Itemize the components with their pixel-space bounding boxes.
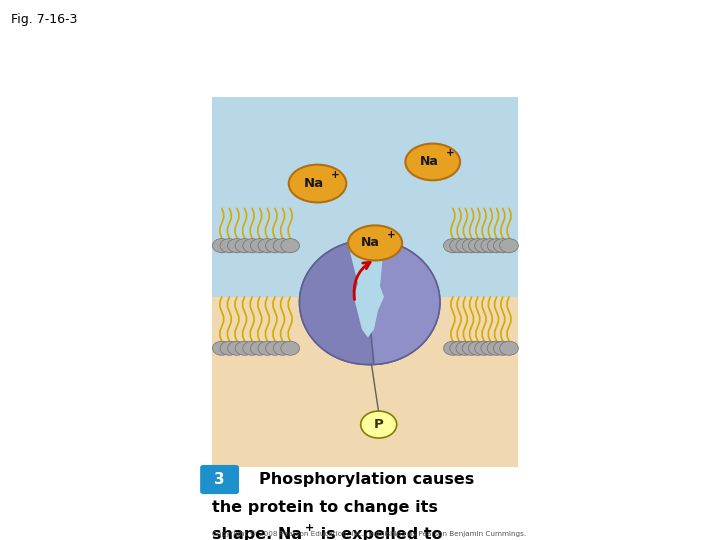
Text: P: P [374,418,384,431]
Circle shape [258,239,276,253]
Circle shape [212,239,231,253]
Text: Fig. 7-16-3: Fig. 7-16-3 [11,14,77,26]
Circle shape [281,341,300,355]
Circle shape [450,341,469,355]
Text: Phosphorylation causes: Phosphorylation causes [259,472,474,487]
Circle shape [493,239,512,253]
Circle shape [474,341,493,355]
Text: the protein to change its: the protein to change its [212,500,438,515]
Circle shape [273,239,292,253]
Circle shape [474,239,493,253]
Circle shape [487,239,506,253]
Circle shape [493,341,512,355]
Circle shape [481,341,500,355]
Circle shape [500,341,518,355]
Circle shape [266,239,284,253]
Text: Na: Na [420,156,438,168]
Circle shape [444,341,462,355]
Circle shape [235,239,254,253]
Circle shape [456,341,474,355]
Text: 3: 3 [215,472,225,487]
Circle shape [212,341,231,355]
Text: +: + [331,170,340,180]
Polygon shape [300,240,374,364]
Polygon shape [212,297,518,467]
Circle shape [243,341,261,355]
Polygon shape [300,240,374,364]
Circle shape [469,239,487,253]
Circle shape [243,239,261,253]
Text: +: + [387,231,395,240]
Circle shape [456,239,474,253]
Text: shape. Na: shape. Na [212,527,302,540]
Polygon shape [348,243,384,338]
Circle shape [273,341,292,355]
Ellipse shape [303,240,440,364]
Circle shape [462,239,481,253]
Circle shape [444,239,462,253]
Ellipse shape [405,144,460,180]
Circle shape [220,341,239,355]
Text: Copyright © 2008 Pearson Education, Inc., publishing as Pearson Benjamin Cumming: Copyright © 2008 Pearson Education, Inc.… [212,530,526,537]
Circle shape [228,239,246,253]
Circle shape [500,239,518,253]
Text: +: + [305,523,314,533]
Circle shape [251,239,269,253]
Text: Na: Na [304,177,324,190]
Circle shape [235,341,254,355]
Polygon shape [348,243,384,338]
Circle shape [361,411,397,438]
Polygon shape [212,97,518,297]
Text: +: + [446,148,454,158]
FancyArrowPatch shape [354,262,370,300]
Ellipse shape [303,240,440,364]
Circle shape [266,341,284,355]
Ellipse shape [289,165,346,202]
Circle shape [469,341,487,355]
Circle shape [228,341,246,355]
Circle shape [281,239,300,253]
Circle shape [220,239,239,253]
FancyBboxPatch shape [200,465,239,494]
Circle shape [251,341,269,355]
Circle shape [481,239,500,253]
Circle shape [462,341,481,355]
Circle shape [450,239,469,253]
Ellipse shape [348,225,402,260]
Text: is expelled to: is expelled to [315,527,443,540]
Circle shape [487,341,506,355]
Text: Na: Na [361,237,380,249]
Circle shape [258,341,276,355]
